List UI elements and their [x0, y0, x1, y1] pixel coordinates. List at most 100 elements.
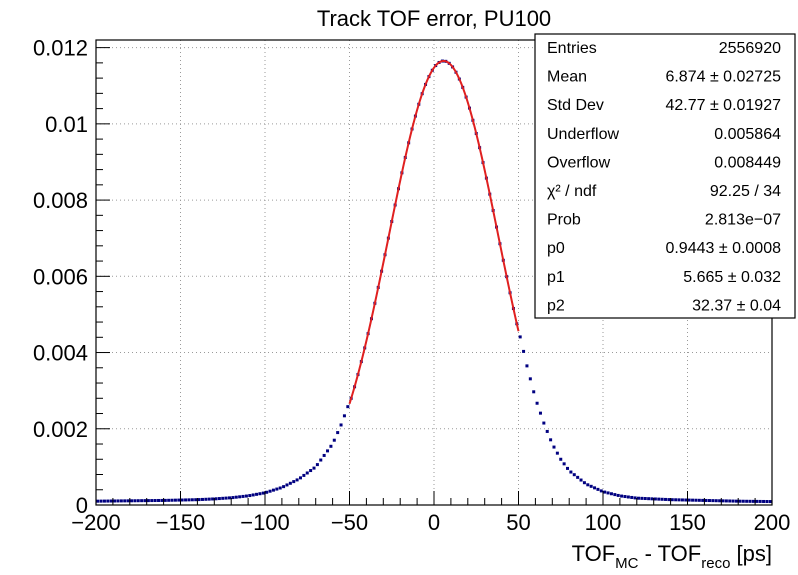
histogram-bin-marker — [643, 497, 647, 501]
stats-row-label: p1 — [547, 269, 565, 286]
histogram-bin-marker — [748, 499, 752, 503]
histogram-bin-marker — [718, 499, 722, 503]
histogram-bin-marker — [680, 498, 684, 502]
histogram-bin-marker — [653, 497, 657, 501]
histogram-bin-marker — [346, 405, 350, 409]
histogram-bin-marker — [640, 496, 644, 500]
histogram-bin-marker — [261, 491, 265, 495]
histogram-bin-marker — [768, 500, 772, 504]
histogram-bin-marker — [190, 498, 194, 502]
histogram-bin-marker — [126, 499, 130, 503]
histogram-bin-marker — [593, 486, 597, 490]
histogram-bin-marker — [741, 499, 745, 503]
histogram-bin-marker — [582, 481, 586, 485]
histogram-bin-marker — [711, 499, 715, 503]
histogram-bin-marker — [177, 498, 181, 502]
histogram-bin-marker — [302, 473, 306, 477]
histogram-bin-marker — [707, 499, 711, 503]
histogram-bin-marker — [319, 458, 323, 462]
histogram-bin-marker — [282, 485, 286, 489]
histogram-bin-marker — [647, 497, 651, 501]
histogram-bin-marker — [197, 498, 201, 502]
histogram-bin-marker — [217, 497, 221, 501]
x-tick-label: 0 — [428, 510, 440, 535]
histogram-bin-marker — [248, 494, 252, 498]
histogram-bin-marker — [572, 473, 576, 477]
histogram-bin-marker — [677, 498, 681, 502]
histogram-bin-marker — [579, 478, 583, 482]
histogram-bin-marker — [731, 499, 735, 503]
histogram-bin-marker — [133, 499, 137, 503]
histogram-bin-marker — [170, 498, 174, 502]
histogram-bin-marker — [200, 497, 204, 501]
histogram-bin-marker — [146, 499, 150, 503]
y-tick-label: 0.002 — [33, 417, 88, 442]
histogram-bin-marker — [278, 486, 282, 490]
stats-row-label: Mean — [547, 69, 587, 86]
histogram-bin-marker — [241, 494, 245, 498]
histogram-bin-marker — [143, 499, 147, 503]
x-tick-label: 100 — [585, 510, 622, 535]
histogram-bin-marker — [140, 499, 144, 503]
histogram-bin-marker — [542, 421, 546, 425]
histogram-bin-marker — [102, 499, 106, 503]
histogram-bin-marker — [258, 492, 262, 496]
stats-row-label: Entries — [547, 40, 597, 57]
histogram-bin-marker — [238, 495, 242, 499]
histogram-bin-marker — [204, 497, 208, 501]
histogram-bin-marker — [566, 466, 570, 470]
stats-row-value: 0.008449 — [714, 154, 781, 171]
histogram-bin-marker — [221, 496, 225, 500]
y-tick-label: 0.012 — [33, 36, 88, 61]
histogram-bin-marker — [255, 492, 259, 496]
histogram-bin-marker — [697, 498, 701, 502]
y-tick-label: 0 — [76, 493, 88, 518]
histogram-bin-marker — [326, 449, 330, 453]
histogram-bin-marker — [522, 349, 526, 353]
histogram-bin-marker — [616, 493, 620, 497]
histogram-bin-marker — [657, 497, 661, 501]
histogram-bin-marker — [724, 499, 728, 503]
svg-text:TOFMC - TOFreco [ps]: TOFMC - TOFreco [ps] — [572, 541, 772, 572]
histogram-bin-marker — [109, 499, 113, 503]
histogram-bin-marker — [214, 497, 218, 501]
histogram-bin-marker — [129, 499, 133, 503]
x-tick-label: −200 — [71, 510, 121, 535]
stats-row-value: 92.25 / 34 — [710, 183, 781, 200]
histogram-bin-marker — [187, 498, 191, 502]
statistics-box: Entries 2556920 Mean 6.874 ± 0.02725 Std Dev… — [534, 33, 796, 319]
x-axis-label: TOFMC - TOFreco [ps] — [572, 541, 772, 572]
stats-row-value: 0.9443 ± 0.0008 — [665, 240, 781, 257]
stats-row-label: Std Dev — [547, 97, 604, 114]
histogram-bin-marker — [113, 499, 117, 503]
stats-row-label: Overflow — [547, 154, 611, 171]
histogram-bin-marker — [99, 499, 103, 503]
stats-row-value: 6.874 ± 0.02725 — [665, 69, 781, 86]
histogram-bin-marker — [684, 498, 688, 502]
stats-row-value: 2556920 — [719, 40, 781, 57]
stats-row-value: 5.665 ± 0.032 — [683, 269, 781, 286]
histogram-bin-marker — [596, 487, 600, 491]
histogram-bin-marker — [123, 499, 127, 503]
histogram-bin-marker — [728, 499, 732, 503]
histogram-bin-marker — [211, 497, 215, 501]
histogram-bin-marker — [184, 498, 188, 502]
histogram-bin-marker — [271, 488, 275, 492]
histogram-bin-marker — [674, 498, 678, 502]
histogram-bin-marker — [332, 438, 336, 442]
x-tick-label: 200 — [754, 510, 791, 535]
histogram-bin-marker — [295, 478, 299, 482]
histogram-bin-marker — [738, 499, 742, 503]
histogram-bin-marker — [136, 499, 140, 503]
histogram-bin-marker — [116, 499, 120, 503]
x-tick-label: −150 — [156, 510, 206, 535]
stats-row-label: p2 — [547, 297, 565, 314]
histogram-bin-marker — [163, 498, 167, 502]
histogram-bin-marker — [633, 496, 637, 500]
histogram-bin-marker — [599, 489, 603, 493]
histogram-bin-marker — [535, 401, 539, 405]
histogram-bin-marker — [194, 498, 198, 502]
histogram-bin-marker — [745, 499, 749, 503]
histogram-bin-marker — [562, 462, 566, 466]
histogram-bin-marker — [336, 431, 340, 435]
